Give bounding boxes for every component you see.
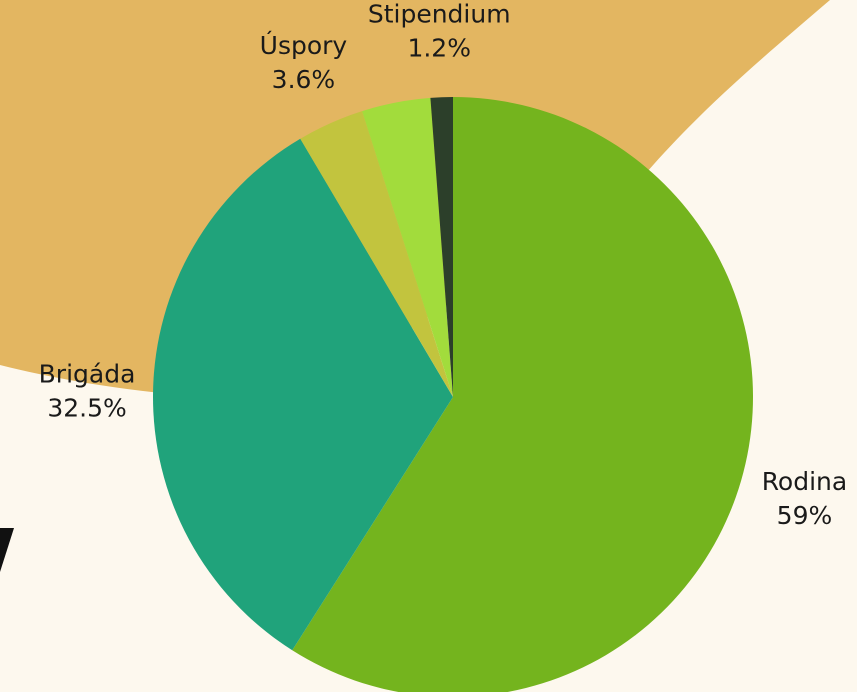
slice-label: Rodina [762,467,848,496]
decorative-glyph [0,528,14,572]
pie-slice [292,97,753,692]
slice-label: Brigáda [39,359,136,388]
pie-slice [300,111,453,397]
pie-slice [430,97,453,397]
slice-value-label: 59% [777,501,833,530]
slice-value-label: 1.2% [407,33,471,62]
slice-label: Stipendium [368,0,511,28]
pie-slice [152,138,453,651]
slice-label: Úspory [260,30,348,60]
slice-value-label: 32.5% [47,393,126,422]
slice-value-label: 3.6% [272,65,336,94]
pie [152,97,753,692]
pie-slice [362,97,453,398]
